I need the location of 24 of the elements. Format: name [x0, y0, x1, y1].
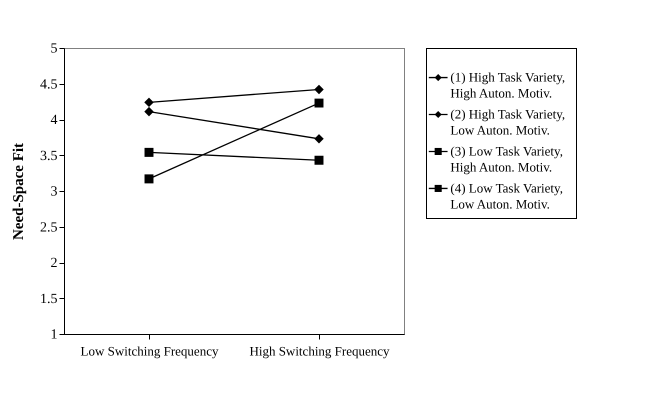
point: [314, 98, 324, 108]
point: [314, 84, 324, 94]
point: [144, 148, 154, 157]
x-tick-label: High Switching Frequency: [249, 344, 390, 358]
y-tick-label: 3.5: [40, 148, 58, 164]
y-tick-label: 3: [50, 184, 58, 200]
point: [314, 156, 324, 165]
legend-label: (4) Low Task Variety, Low Auton. Motiv.: [450, 180, 563, 212]
legend-label: (3) Low Task Variety, High Auton. Motiv.: [450, 143, 563, 174]
y-tick-label: 1: [50, 328, 58, 342]
y-tick-label: 1.5: [40, 292, 58, 307]
y-axis-title: Need-Space Fit: [11, 142, 27, 240]
x-tick-label: Low Switching Frequency: [80, 344, 219, 358]
y-tick-label: 4: [50, 113, 58, 128]
y-tick-label: 2: [50, 256, 58, 271]
point: [144, 174, 154, 184]
point: [144, 107, 154, 116]
y-tick-label: 2.5: [40, 220, 58, 236]
legend-label: (2) High Task Variety, Low Auton. Motiv.: [450, 106, 566, 138]
legend-label: (1) High Task Variety, High Auton. Motiv.: [450, 70, 566, 101]
point: [144, 98, 154, 107]
y-tick-label: 4.5: [40, 77, 58, 92]
y-tick-label: 5: [50, 42, 58, 56]
point: [314, 134, 324, 144]
